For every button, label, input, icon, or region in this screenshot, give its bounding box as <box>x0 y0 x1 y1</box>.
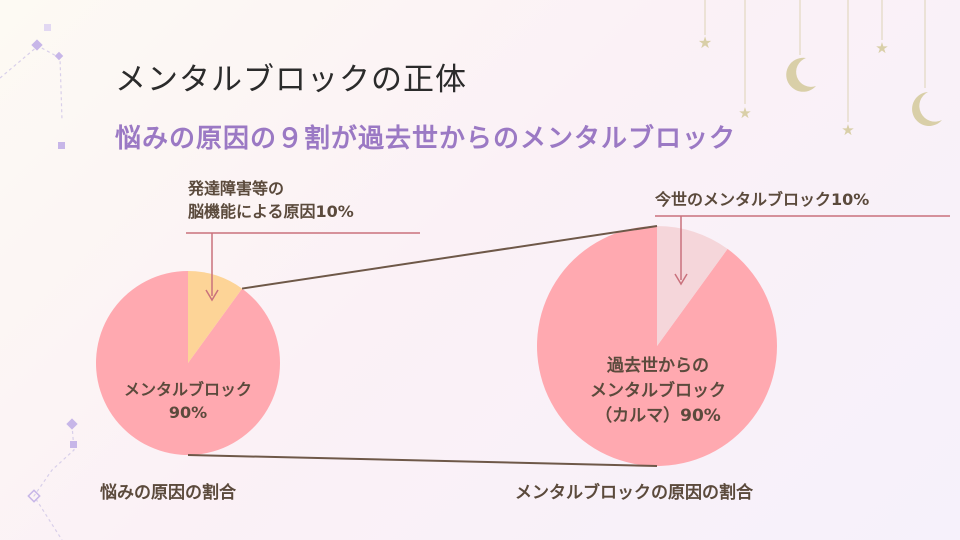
connector-line-top <box>241 225 658 290</box>
right-pie-inner-label: 過去世からの メンタルブロック （カルマ）90% <box>548 354 768 429</box>
constellation-star-icon <box>70 441 77 448</box>
left-inner-line1: メンタルブロック <box>123 380 252 399</box>
left-callout-arrow-head-icon <box>205 289 219 302</box>
right-pie-caption: メンタルブロックの原因の割合 <box>515 483 753 503</box>
constellation-star-icon <box>44 24 51 31</box>
constellation-star-icon <box>31 39 43 51</box>
left-callout-label: 発達障害等の 脳機能による原因10% <box>188 177 354 223</box>
constellation-star-icon <box>54 51 64 61</box>
constellation-star-icon <box>27 489 41 503</box>
page-subtitle: 悩みの原因の９割が過去世からのメンタルブロック <box>115 124 737 154</box>
left-pie-caption: 悩みの原因の割合 <box>100 483 236 503</box>
constellation-star-icon <box>58 142 65 149</box>
star-icon: ★ <box>698 33 712 52</box>
page-title: メンタルブロックの正体 <box>115 62 467 98</box>
star-icon: ★ <box>875 39 888 57</box>
right-callout-arrow-head-icon <box>674 273 688 286</box>
star-icon: ★ <box>841 121 854 139</box>
left-callout-line1: 発達障害等の <box>188 179 285 198</box>
right-callout-label: 今世のメンタルブロック10% <box>655 190 870 209</box>
right-inner-line1: 過去世からの <box>607 356 709 376</box>
pie-2-slice-1 <box>537 226 778 466</box>
star-icon: ★ <box>738 104 751 122</box>
right-inner-line3: （カルマ）90% <box>595 406 721 426</box>
pie-1-slice-2 <box>188 271 243 363</box>
right-inner-line2: メンタルブロック <box>590 381 726 401</box>
moon-icon <box>912 92 942 126</box>
moon-icon <box>786 57 816 92</box>
left-inner-line2: 90% <box>168 403 208 422</box>
left-callout-line2: 脳機能による原因10% <box>188 202 354 221</box>
left-pie-inner-label: メンタルブロック 90% <box>98 378 278 424</box>
connector-line-bottom <box>187 454 658 467</box>
constellation-line-top <box>0 45 63 121</box>
pie-2-slice-2 <box>657 226 728 346</box>
constellation-line-bottom <box>33 424 75 540</box>
